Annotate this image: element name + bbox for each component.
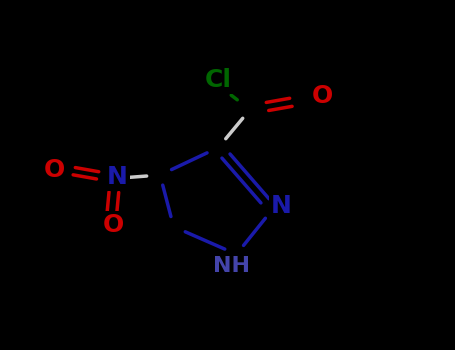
Text: Cl: Cl <box>205 68 232 92</box>
Text: O: O <box>102 213 123 237</box>
Text: O: O <box>311 84 333 108</box>
Text: N: N <box>271 194 292 218</box>
Text: O: O <box>44 158 65 182</box>
Text: NH: NH <box>213 256 251 276</box>
Text: N: N <box>107 165 128 189</box>
